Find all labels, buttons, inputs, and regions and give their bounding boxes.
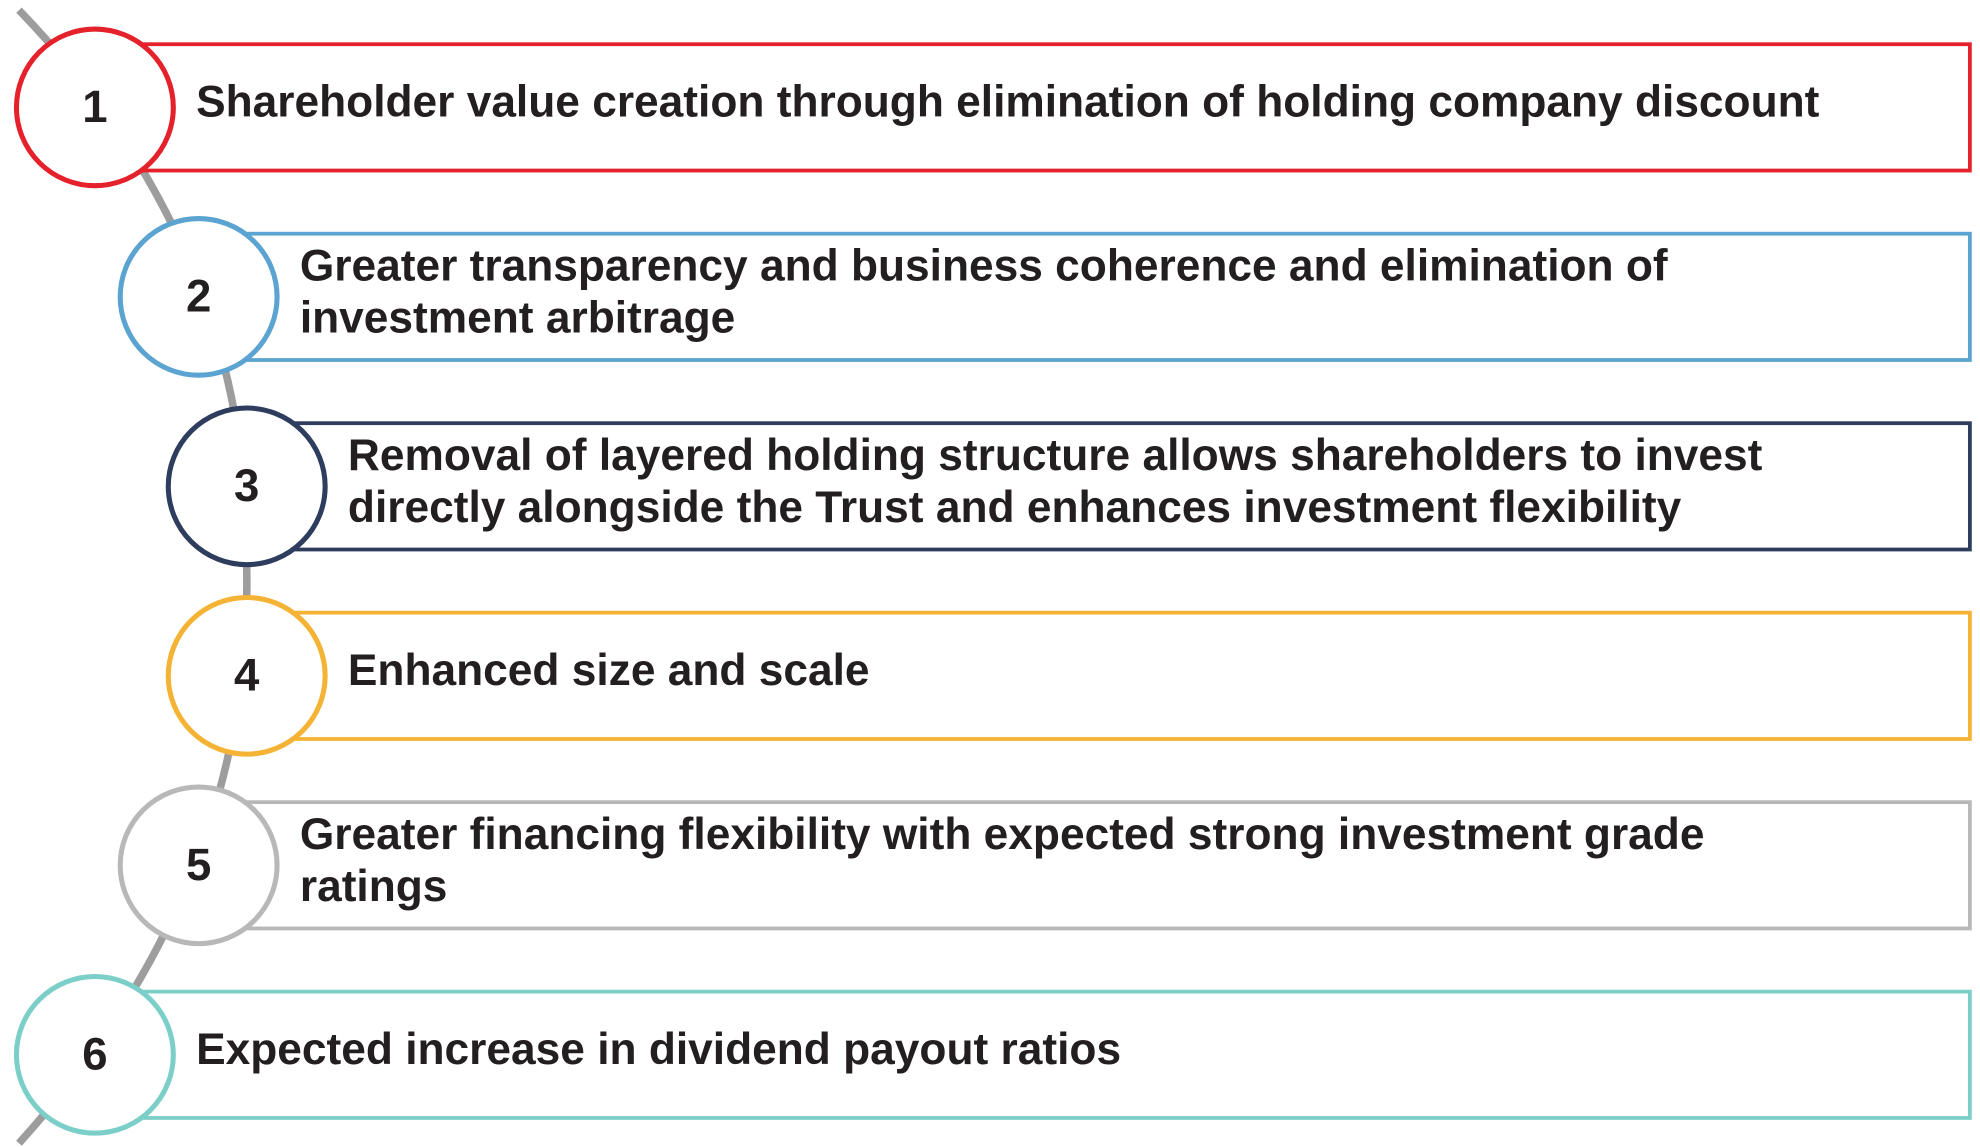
item-text: investment arbitrage [300,294,735,343]
item-text: Greater financing flexibility with expec… [300,810,1705,859]
item-text: directly alongside the Trust and enhance… [348,483,1682,532]
item-text: Greater transparency and business cohere… [300,242,1668,291]
item-number: 3 [234,460,259,511]
item-number: 6 [82,1028,107,1079]
item-box [232,231,1972,362]
item-box [282,421,1972,552]
item-box [130,42,1972,173]
item-box [232,800,1972,931]
item-circle [117,784,280,947]
item-box [130,989,1972,1120]
item-text: Expected increase in dividend payout rat… [196,1025,1121,1074]
item-number: 2 [186,270,211,321]
item-text: Shareholder value creation through elimi… [196,78,1820,127]
item-number: 4 [234,649,260,700]
item-box [282,610,1972,741]
item-circle [165,594,328,757]
item-circle [165,405,328,568]
item-text: ratings [300,862,448,911]
item-circle [117,216,280,378]
item-circle [13,26,176,189]
item-text: Removal of layered holding structure all… [348,431,1763,480]
connector-curve [16,7,251,1146]
item-text: Enhanced size and scale [348,646,870,695]
item-number: 1 [82,81,107,132]
item-circle [13,973,176,1136]
item-number: 5 [186,839,211,890]
